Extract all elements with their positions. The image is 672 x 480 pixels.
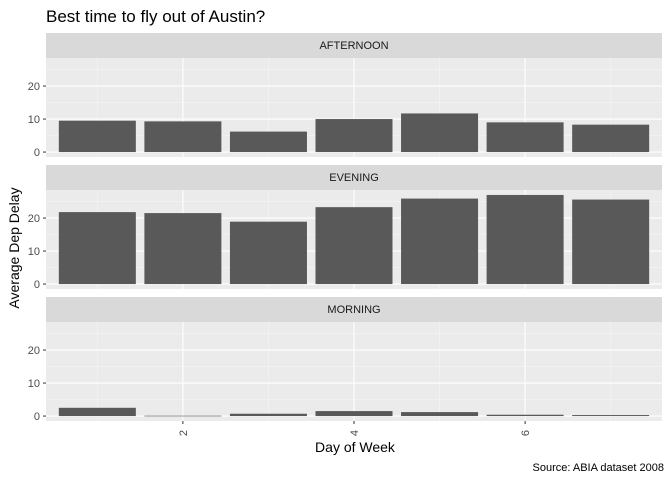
- bar: [572, 415, 650, 417]
- bar: [401, 113, 479, 153]
- facet-morning: MORNING 0 10 20: [28, 297, 662, 423]
- source-caption: Source: ABIA dataset 2008: [533, 462, 664, 474]
- bar: [229, 221, 307, 285]
- facet-strip: [46, 165, 662, 190]
- facet-strip: [46, 33, 662, 58]
- bar: [58, 212, 136, 285]
- bar: [229, 413, 307, 417]
- x-axis-label: Day of Week: [315, 439, 396, 455]
- bar: [58, 407, 136, 417]
- y-tick-label: 20: [28, 81, 40, 93]
- facet-afternoon: AFTERNOON 0 10 20: [28, 33, 662, 159]
- bar: [229, 131, 307, 153]
- bar: [58, 120, 136, 153]
- x-tick-label: 6: [520, 430, 532, 436]
- y-tick-label: 10: [28, 114, 40, 126]
- bar: [486, 414, 564, 417]
- y-tick-label: 0: [34, 147, 40, 159]
- x-tick-label: 4: [349, 430, 361, 436]
- y-tick-label: 10: [28, 378, 40, 390]
- y-tick-label: 20: [28, 345, 40, 357]
- bar: [401, 198, 479, 285]
- bar: [315, 119, 393, 153]
- facet-strip-label: MORNING: [327, 304, 380, 316]
- bar: [315, 207, 393, 285]
- facet-evening: EVENING 0 10 20: [28, 165, 662, 291]
- facet-strip: [46, 297, 662, 322]
- bar: [144, 121, 222, 153]
- y-tick-label: 10: [28, 246, 40, 258]
- facet-strip-label: AFTERNOON: [319, 40, 388, 52]
- bar: [144, 213, 222, 285]
- bar: [486, 122, 564, 153]
- x-axis-ticks: 2 4 6: [178, 421, 532, 436]
- facet-panels: AFTERNOON 0 10 20 EVENING 0 10 20 MORNING 0 10 20: [28, 33, 662, 423]
- y-tick-label: 0: [34, 411, 40, 423]
- bar: [486, 194, 564, 285]
- y-tick-label: 0: [34, 279, 40, 291]
- y-tick-label: 20: [28, 213, 40, 225]
- chart-title: Best time to fly out of Austin?: [46, 7, 265, 26]
- bar: [144, 415, 222, 417]
- x-tick-label: 2: [178, 430, 190, 436]
- bar: [401, 412, 479, 417]
- bar: [572, 124, 650, 153]
- facet-strip-label: EVENING: [329, 172, 379, 184]
- y-axis-label: Average Dep Delay: [6, 187, 22, 308]
- bar: [572, 199, 650, 285]
- bar: [315, 411, 393, 417]
